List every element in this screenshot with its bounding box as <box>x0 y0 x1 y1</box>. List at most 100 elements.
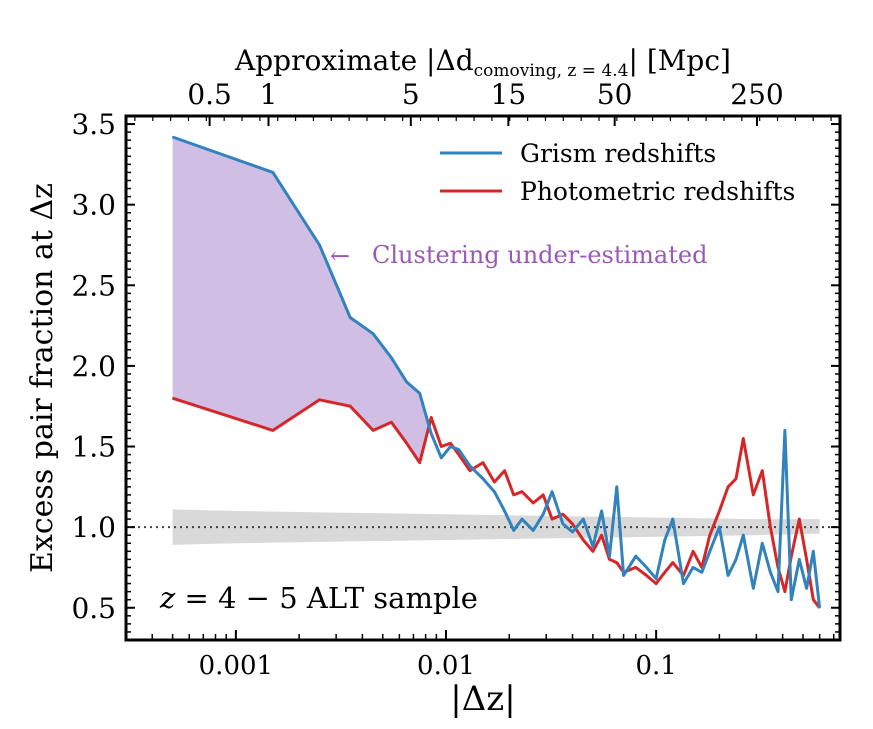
grism-point <box>623 574 625 577</box>
photometric-point <box>812 599 814 601</box>
annotation-text: Clustering under-estimated <box>372 241 707 269</box>
grism-point <box>449 445 452 448</box>
annotation-arrow: ← <box>330 242 350 270</box>
photometric-point <box>482 462 484 464</box>
grism-point <box>172 136 174 138</box>
photometric-point <box>806 558 808 561</box>
annotation: ← Clustering under-estimated <box>330 241 707 270</box>
top-tick-label: 0.5 <box>187 78 232 111</box>
y-tick-label: 0.5 <box>71 592 116 625</box>
photometric-point <box>504 470 506 472</box>
top-axis-label: Approximate |Δdcomoving, z = 4.4| [Mpc] <box>234 44 731 81</box>
photometric-point <box>752 494 754 496</box>
top-tick-label: 50 <box>597 78 633 111</box>
photometric-point <box>493 481 495 483</box>
photometric-point <box>513 494 515 496</box>
grism-point <box>390 357 392 359</box>
grism-point <box>440 457 442 459</box>
grism-point <box>709 550 711 552</box>
photometric-point <box>521 491 523 493</box>
grism-point <box>349 316 351 319</box>
grism-point <box>784 429 786 431</box>
x-tick-label: 0.1 <box>635 651 676 681</box>
photometric-point <box>616 562 618 564</box>
grism-point <box>682 583 685 585</box>
photometric-point <box>601 534 603 536</box>
grism-point <box>493 491 495 493</box>
grism-point <box>812 550 814 552</box>
grism-point <box>504 510 506 512</box>
grism-point <box>769 571 772 573</box>
top-tick-label: 1 <box>260 78 278 111</box>
x-tick-label: 0.01 <box>417 651 475 681</box>
photometric-point <box>440 445 442 448</box>
photometric-point <box>761 470 763 472</box>
photometric-point <box>272 429 274 431</box>
grism-point <box>562 523 564 525</box>
grism-point <box>601 510 603 512</box>
plot-frame <box>124 114 842 642</box>
grism-point <box>701 571 703 573</box>
grism-point <box>806 587 808 590</box>
photometric-point <box>784 591 786 593</box>
photometric-point <box>449 442 452 444</box>
top-tick-label: 15 <box>491 78 527 111</box>
null-band <box>172 509 820 545</box>
legend-label-photometric: Photometric redshifts <box>520 177 795 206</box>
grism-point <box>592 545 594 548</box>
photometric-point <box>692 550 694 552</box>
grism-point <box>521 518 523 520</box>
grism-point <box>430 433 432 435</box>
grism-point <box>718 526 721 528</box>
photometric-point <box>172 397 174 399</box>
photometric-point <box>562 513 564 515</box>
grism-point <box>777 591 779 593</box>
grism-point <box>372 333 374 335</box>
grism-point <box>790 599 792 601</box>
grism-point <box>318 244 321 246</box>
grism-point <box>664 539 666 541</box>
grism-point <box>692 566 694 569</box>
y-tick-label: 2.0 <box>71 350 116 383</box>
y-axis-label: Excess pair fraction at Δz <box>25 183 60 573</box>
photometric-point <box>645 574 648 577</box>
grism-point <box>419 392 421 394</box>
grism-point <box>761 542 763 544</box>
grism-point <box>645 566 648 569</box>
series-layer <box>126 135 840 609</box>
photometric-point <box>349 405 351 407</box>
grism-point <box>469 465 471 467</box>
photometric-point <box>735 478 737 480</box>
photometric-point <box>542 494 544 496</box>
photometric-point <box>635 566 637 569</box>
photometric-point <box>406 442 408 444</box>
grism-point <box>272 171 274 173</box>
grism-point <box>635 555 637 557</box>
x-axis-label: |Δz| <box>450 679 515 719</box>
top-tick-label: 5 <box>402 78 420 111</box>
photometric-point <box>318 399 321 401</box>
grism-point <box>608 555 611 557</box>
series-line-photometric <box>172 396 821 609</box>
top-tick-label: 250 <box>730 78 783 111</box>
grism-point <box>532 529 534 532</box>
grism-point <box>752 587 754 590</box>
legend: Grism redshifts Photometric redshifts <box>440 139 795 206</box>
grism-point <box>727 574 729 577</box>
photometric-point <box>672 562 674 564</box>
photometric-point <box>458 454 460 456</box>
photometric-point <box>390 421 392 423</box>
grism-point <box>571 531 574 533</box>
photometric-point <box>592 550 594 552</box>
legend-label-grism: Grism redshifts <box>520 139 716 168</box>
photometric-point <box>372 429 374 431</box>
photometric-point <box>664 571 666 573</box>
grism-point <box>542 513 544 515</box>
photometric-point <box>469 470 471 472</box>
x-tick-label: 0.001 <box>199 651 273 681</box>
y-tick-label: 1.0 <box>71 511 116 544</box>
grism-point <box>798 558 800 561</box>
grism-point <box>735 558 737 561</box>
photometric-point <box>709 534 711 536</box>
series-line-grism <box>172 135 822 608</box>
